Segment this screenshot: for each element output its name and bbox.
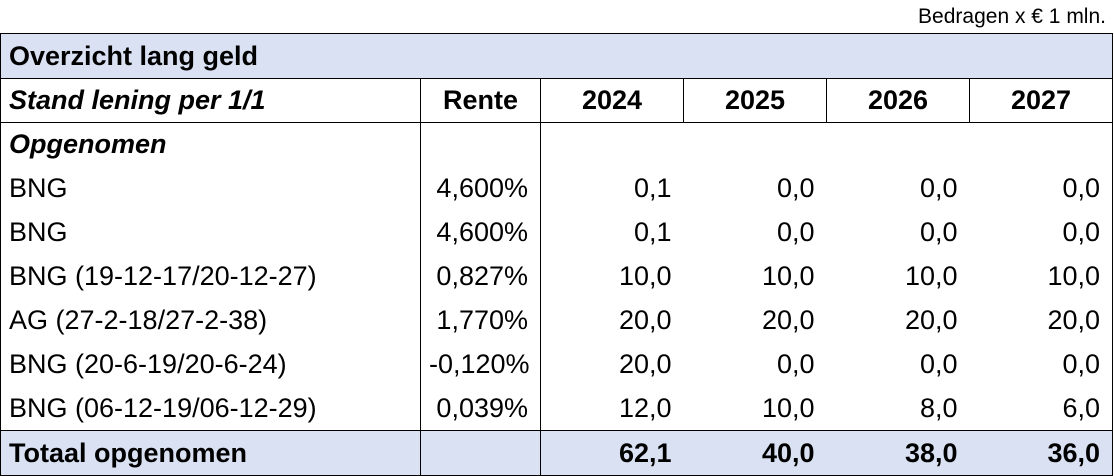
- loan-value-2025: 20,0: [761, 305, 815, 335]
- table-header-row: Stand lening per 1/1 Rente 2024 2025 202…: [0, 78, 1114, 123]
- table-row: BNG (20-6-19/20-6-24) -0,120% 20,0 0,0 0,0 0,…: [0, 342, 1114, 387]
- loan-rate: 1,770%: [420, 298, 541, 343]
- loan-value-2027: 10,0: [969, 254, 1114, 299]
- loan-name: BNG: [0, 210, 421, 255]
- header-year-2025: 2025: [683, 78, 827, 123]
- total-value-2024: 62,1: [540, 430, 684, 476]
- loan-overview-table: Overzicht lang geld Stand lening per 1/1…: [0, 33, 1114, 476]
- header-rate: Rente: [420, 78, 541, 123]
- header-year-2027: 2027: [968, 78, 1114, 123]
- loan-rate: 0,827%: [420, 254, 541, 299]
- table-row: AG (27-2-18/27-2-38) 1,770% 20,0 20,0 20,0 20…: [0, 298, 1114, 343]
- loan-value-2024: 20,0: [540, 342, 684, 387]
- section-label: Opgenomen: [0, 122, 421, 167]
- loan-value-2027: 0,0: [969, 342, 1114, 387]
- loan-rate: -0,120%: [420, 342, 541, 387]
- total-value-2025: 40,0: [683, 430, 827, 476]
- loan-value-2026: 0,0: [919, 173, 958, 203]
- amounts-unit-note: Bedragen x € 1 mln.: [918, 5, 1106, 28]
- loan-value-2027: 20,0: [969, 298, 1114, 343]
- loan-value-2026: 0,0: [919, 217, 958, 247]
- loan-value-2026: 0,0: [919, 349, 958, 379]
- loan-name: BNG (06-12-19/06-12-29): [0, 386, 421, 431]
- loan-value-2027: 6,0: [969, 386, 1114, 431]
- loan-rate: 0,039%: [420, 386, 541, 431]
- total-value-2027: 36,0: [969, 430, 1114, 476]
- loan-value-2026: 20,0: [904, 305, 958, 335]
- loan-value-2026: 10,0: [904, 261, 958, 291]
- loan-value-2027: 0,0: [969, 210, 1114, 255]
- loan-value-2024: 0,1: [540, 166, 684, 211]
- total-label: Totaal opgenomen: [0, 430, 421, 476]
- total-row: Totaal opgenomen 62,1 40,0 38,0 36,0: [0, 430, 1114, 476]
- loan-value-2027: 0,0: [969, 166, 1114, 211]
- header-year-2024: 2024: [540, 78, 684, 123]
- total-value-2026: 38,0: [826, 430, 970, 476]
- table-title: Overzicht lang geld: [0, 33, 1114, 79]
- loan-name: AG (27-2-18/27-2-38): [0, 298, 421, 343]
- loan-value-2024: 0,1: [540, 210, 684, 255]
- table-title-row: Overzicht lang geld: [0, 33, 1114, 79]
- loan-rate: 4,600%: [420, 210, 541, 255]
- loan-value-2025: 0,0: [776, 349, 815, 379]
- loan-name: BNG (20-6-19/20-6-24): [0, 342, 421, 387]
- table-row: BNG 4,600% 0,1 0,0 0,0 0,0: [0, 166, 1114, 211]
- header-loan-status: Stand lening per 1/1: [0, 78, 421, 123]
- section-row: Opgenomen: [0, 122, 1114, 167]
- table-row: BNG (06-12-19/06-12-29) 0,039% 12,0 10,0 8,0…: [0, 386, 1114, 431]
- loan-rows: BNG 4,600% 0,1 0,0 0,0 0,0 BNG 4,600% 0,1 0,0 0,0 0…: [0, 166, 1114, 431]
- loan-name: BNG: [0, 166, 421, 211]
- table-row: BNG (19-12-17/20-12-27) 0,827% 10,0 10,0 10,…: [0, 254, 1114, 299]
- loan-value-2024: 20,0: [540, 298, 684, 343]
- table-row: BNG 4,600% 0,1 0,0 0,0 0,0: [0, 210, 1114, 255]
- header-year-2026: 2026: [826, 78, 970, 123]
- loan-value-2024: 12,0: [540, 386, 684, 431]
- loan-name: BNG (19-12-17/20-12-27): [0, 254, 421, 299]
- loan-rate: 4,600%: [420, 166, 541, 211]
- loan-value-2024: 10,0: [540, 254, 684, 299]
- loan-value-2025: 0,0: [776, 217, 815, 247]
- loan-value-2026: 8,0: [919, 392, 958, 423]
- loan-value-2025: 10,0: [761, 261, 815, 291]
- loan-value-2025: 10,0: [761, 392, 815, 423]
- loan-value-2025: 0,0: [776, 173, 815, 203]
